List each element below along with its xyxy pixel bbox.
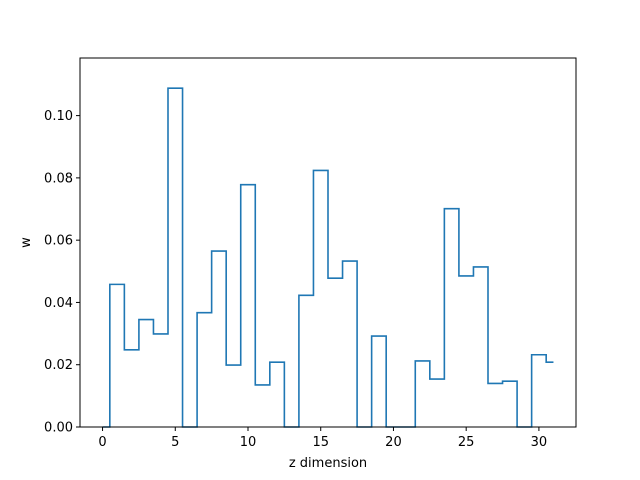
y-tick-label: 0.00 <box>44 421 73 436</box>
x-tick-label: 5 <box>171 435 179 450</box>
y-tick-label: 0.06 <box>44 234 73 249</box>
x-tick-label: 25 <box>458 435 475 450</box>
x-axis-ticks: 0 5 10 15 20 25 30 <box>98 427 547 450</box>
series-layer <box>102 87 554 428</box>
series-step-line <box>102 87 554 428</box>
x-axis-label: z dimension <box>289 456 367 471</box>
x-tick-label: 30 <box>531 435 548 450</box>
y-tick-label: 0.10 <box>44 109 73 124</box>
y-axis-ticks: 0.00 0.02 0.04 0.06 0.08 0.10 <box>44 109 80 436</box>
y-tick-label: 0.04 <box>44 296 73 311</box>
x-tick-label: 20 <box>385 435 402 450</box>
x-tick-label: 15 <box>312 435 329 450</box>
plot-frame <box>79 57 577 428</box>
y-tick-label: 0.02 <box>44 358 73 373</box>
y-tick-label: 0.08 <box>44 171 73 186</box>
y-axis-label: w <box>19 237 34 248</box>
x-tick-label: 0 <box>98 435 106 450</box>
x-tick-label: 10 <box>240 435 257 450</box>
